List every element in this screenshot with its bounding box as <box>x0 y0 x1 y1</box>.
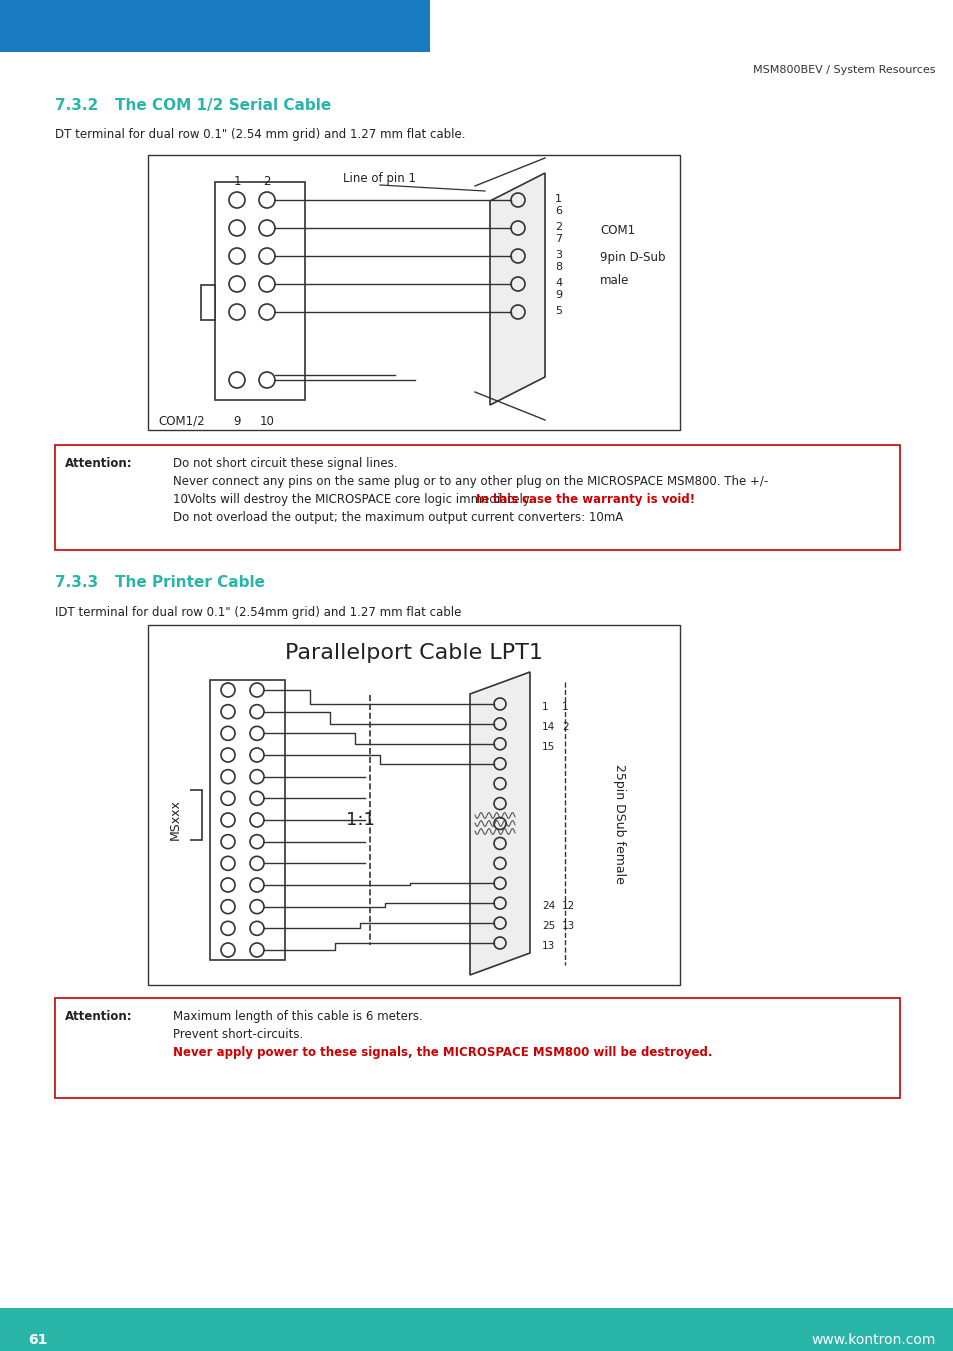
Text: The COM 1/2 Serial Cable: The COM 1/2 Serial Cable <box>115 99 331 113</box>
Bar <box>148 155 679 430</box>
Text: 10: 10 <box>259 415 274 428</box>
Text: 9pin D-Sub: 9pin D-Sub <box>599 251 665 265</box>
Bar <box>210 680 285 961</box>
Text: Never connect any pins on the same plug or to any other plug on the MICROSPACE M: Never connect any pins on the same plug … <box>172 476 767 488</box>
Text: Line of pin 1: Line of pin 1 <box>343 172 416 185</box>
Text: 25pin DSub female: 25pin DSub female <box>613 763 626 884</box>
Text: IDT terminal for dual row 0.1" (2.54mm grid) and 1.27 mm flat cable: IDT terminal for dual row 0.1" (2.54mm g… <box>55 607 461 619</box>
Text: MSxxx: MSxxx <box>169 800 181 840</box>
Bar <box>55 998 899 1098</box>
Text: 13: 13 <box>561 921 575 931</box>
Text: 7.3.2: 7.3.2 <box>55 99 98 113</box>
Text: Attention:: Attention: <box>65 1011 132 1023</box>
Text: Attention:: Attention: <box>65 457 132 470</box>
Polygon shape <box>490 173 544 405</box>
Text: 1: 1 <box>561 703 568 712</box>
Bar <box>214 182 305 400</box>
Text: Maximum length of this cable is 6 meters.: Maximum length of this cable is 6 meters… <box>172 1011 422 1023</box>
Text: 12: 12 <box>561 901 575 911</box>
Text: 6: 6 <box>555 205 561 216</box>
Text: 15: 15 <box>541 742 555 753</box>
Text: 3: 3 <box>555 250 561 259</box>
Text: 61: 61 <box>28 1333 48 1347</box>
Text: Parallelport Cable LPT1: Parallelport Cable LPT1 <box>285 643 542 663</box>
Text: 1: 1 <box>555 195 561 204</box>
Text: 14: 14 <box>541 721 555 732</box>
Polygon shape <box>0 0 430 51</box>
Text: 24: 24 <box>541 901 555 911</box>
Text: 7.3.3: 7.3.3 <box>55 576 98 590</box>
Text: 7: 7 <box>555 234 561 245</box>
Text: Prevent short-circuits.: Prevent short-circuits. <box>172 1028 303 1042</box>
Text: male: male <box>599 273 629 286</box>
Text: 1:1: 1:1 <box>345 811 374 830</box>
Text: 13: 13 <box>541 942 555 951</box>
Text: 2: 2 <box>555 222 561 232</box>
Text: Do not overload the output; the maximum output current converters: 10mA: Do not overload the output; the maximum … <box>172 511 622 524</box>
Bar <box>148 626 679 985</box>
Polygon shape <box>0 1308 953 1351</box>
Text: www.kontron.com: www.kontron.com <box>811 1333 935 1347</box>
Text: 1: 1 <box>541 703 548 712</box>
Text: 25: 25 <box>541 921 555 931</box>
Text: 2: 2 <box>561 721 568 732</box>
Text: In this case the warranty is void!: In this case the warranty is void! <box>476 493 695 507</box>
Text: 8: 8 <box>555 262 561 272</box>
Text: 4: 4 <box>555 278 561 288</box>
Text: 5: 5 <box>555 305 561 316</box>
Text: 2: 2 <box>263 176 271 188</box>
Text: DT terminal for dual row 0.1" (2.54 mm grid) and 1.27 mm flat cable.: DT terminal for dual row 0.1" (2.54 mm g… <box>55 128 465 141</box>
Text: COM1/2: COM1/2 <box>158 415 204 428</box>
Text: Do not short circuit these signal lines.: Do not short circuit these signal lines. <box>172 457 397 470</box>
Text: 1: 1 <box>233 176 240 188</box>
Text: 9: 9 <box>555 290 561 300</box>
Bar <box>201 285 214 320</box>
Text: The Printer Cable: The Printer Cable <box>115 576 265 590</box>
Text: COM1: COM1 <box>599 223 635 236</box>
Text: Never apply power to these signals, the MICROSPACE MSM800 will be destroyed.: Never apply power to these signals, the … <box>172 1046 712 1059</box>
Polygon shape <box>470 671 530 975</box>
Text: MSM800BEV / System Resources: MSM800BEV / System Resources <box>753 65 935 76</box>
Bar <box>55 444 899 550</box>
Text: 10Volts will destroy the MICROSPACE core logic immediately.: 10Volts will destroy the MICROSPACE core… <box>172 493 536 507</box>
Text: 9: 9 <box>233 415 240 428</box>
